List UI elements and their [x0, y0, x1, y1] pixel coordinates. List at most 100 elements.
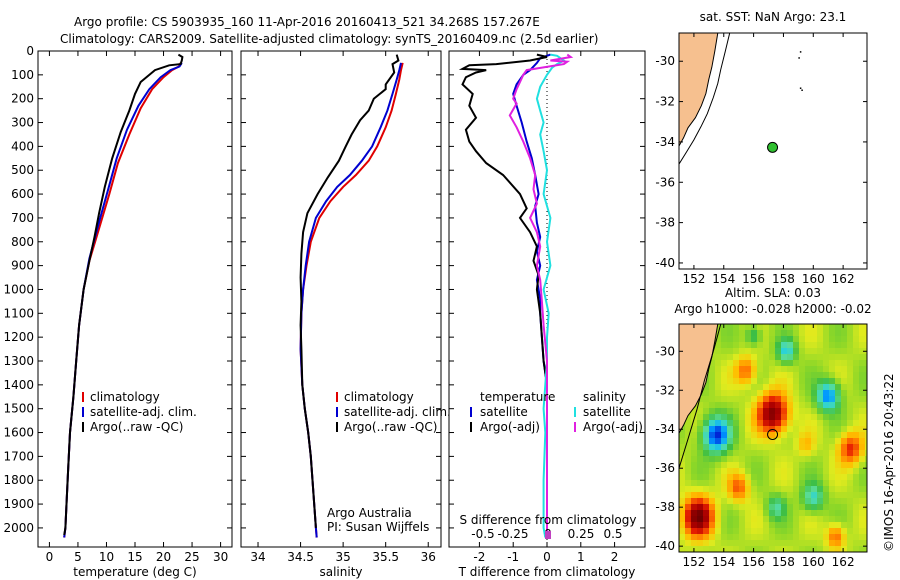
heatmap-cell	[841, 420, 848, 427]
heatmap-cell	[799, 468, 806, 475]
heatmap-cell	[853, 366, 860, 373]
heatmap-cell	[781, 354, 788, 361]
heatmap-cell	[823, 354, 830, 361]
heatmap-cell	[829, 420, 836, 427]
heatmap-cell	[799, 354, 806, 361]
heatmap-cell	[775, 324, 782, 331]
heatmap-cell	[787, 480, 794, 487]
heatmap-cell	[757, 510, 764, 517]
heatmap-cell	[679, 480, 686, 487]
heatmap-cell	[781, 408, 788, 415]
heatmap-cell	[865, 330, 867, 337]
heatmap-cell	[691, 462, 698, 469]
heatmap-cell	[847, 360, 854, 367]
heatmap-cell	[829, 390, 836, 397]
heatmap-cell	[757, 414, 764, 421]
heatmap-cell	[709, 384, 716, 391]
heatmap-cell	[727, 420, 734, 427]
heatmap-cell	[697, 522, 704, 529]
heatmap-cell	[787, 324, 794, 331]
heatmap-cell	[775, 516, 782, 523]
heatmap-cell	[811, 528, 818, 535]
heatmap-cell	[745, 492, 752, 499]
heatmap-cell	[721, 486, 728, 493]
heatmap-cell	[775, 456, 782, 463]
heatmap-cell	[697, 504, 704, 511]
heatmap-cell	[697, 498, 704, 505]
heatmap-cell	[721, 372, 728, 379]
heatmap-cell	[805, 534, 812, 541]
heatmap-cell	[727, 354, 734, 361]
heatmap-cell	[829, 378, 836, 385]
heatmap-cell	[781, 396, 788, 403]
heatmap-cell	[781, 414, 788, 421]
heatmap-cell	[721, 354, 728, 361]
heatmap-cell	[769, 354, 776, 361]
heatmap-cell	[799, 540, 806, 547]
y-tick-label: -32	[655, 95, 675, 109]
heatmap-cell	[823, 348, 830, 355]
y-tick-label: 800	[11, 235, 34, 249]
heatmap-cell	[805, 396, 812, 403]
heatmap-cell	[841, 522, 848, 529]
heatmap-cell	[811, 438, 818, 445]
heatmap-cell	[781, 372, 788, 379]
heatmap-cell	[733, 480, 740, 487]
heatmap-cell	[841, 414, 848, 421]
heatmap-cell	[823, 504, 830, 511]
heatmap-cell	[859, 360, 866, 367]
heatmap-cell	[817, 372, 824, 379]
x-tick-label: 162	[832, 555, 855, 569]
heatmap-cell	[787, 486, 794, 493]
heatmap-cell	[727, 522, 734, 529]
y-tick-label: -36	[655, 461, 675, 475]
heatmap-cell	[775, 450, 782, 457]
heatmap-cell	[859, 342, 866, 349]
heatmap-cell	[757, 372, 764, 379]
heatmap-cell	[859, 402, 866, 409]
heatmap-cell	[781, 324, 788, 331]
legend-item: Argo(-adj)	[583, 420, 643, 434]
heatmap-cell	[811, 324, 818, 331]
heatmap-cell	[835, 468, 842, 475]
difference-panel: -2 -1 0 1 2T difference from climatology temp…	[448, 50, 646, 579]
heatmap-cell	[853, 528, 860, 535]
heatmap-cell	[769, 516, 776, 523]
heatmap-cell	[763, 342, 770, 349]
heatmap-cell	[727, 540, 734, 547]
heatmap-cell	[793, 456, 800, 463]
heatmap-cell	[751, 408, 758, 415]
heatmap-cell	[829, 456, 836, 463]
heatmap-cell	[775, 408, 782, 415]
heatmap-cell	[733, 402, 740, 409]
secondary-axis-label: S difference from climatology	[460, 513, 637, 527]
heatmap-cell	[805, 384, 812, 391]
heatmap-cell	[859, 540, 866, 547]
heatmap-cell	[751, 396, 758, 403]
heatmap-cell	[847, 546, 854, 552]
heatmap-cell	[709, 456, 716, 463]
heatmap-cell	[775, 348, 782, 355]
heatmap-cell	[811, 540, 818, 547]
heatmap-cell	[721, 414, 728, 421]
heatmap-cell	[859, 366, 866, 373]
heatmap-cell	[859, 480, 866, 487]
heatmap-cell	[751, 492, 758, 499]
heatmap-cell	[835, 516, 842, 523]
heatmap-cell	[697, 426, 704, 433]
heatmap-cell	[829, 438, 836, 445]
heatmap-cell	[769, 372, 776, 379]
heatmap-cell	[745, 414, 752, 421]
heatmap-cell	[841, 432, 848, 439]
heatmap-cell	[793, 390, 800, 397]
heatmap-cell	[817, 414, 824, 421]
heatmap-cell	[841, 336, 848, 343]
heatmap-cell	[787, 534, 794, 541]
heatmap-cell	[853, 354, 860, 361]
legend-item: climatology	[344, 390, 414, 404]
heatmap-cell	[733, 360, 740, 367]
heatmap-cell	[763, 420, 770, 427]
x-tick-label: 158	[772, 272, 795, 286]
heatmap-cell	[859, 528, 866, 535]
heatmap-cell	[823, 444, 830, 451]
